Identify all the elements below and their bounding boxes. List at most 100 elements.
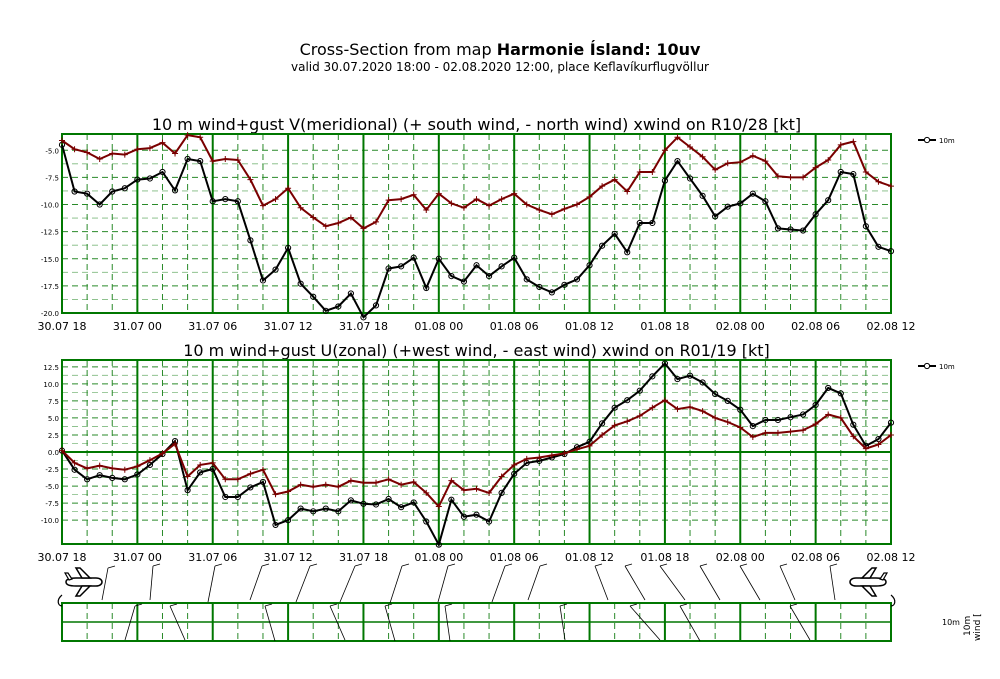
data-point (812, 401, 819, 409)
data-point (561, 450, 568, 457)
data-point (548, 289, 555, 296)
data-point (674, 134, 681, 141)
data-point (272, 196, 279, 203)
data-point (398, 196, 405, 203)
data-point (423, 518, 430, 525)
x-tick-label: 01.08 12 (565, 320, 614, 333)
data-point (84, 476, 91, 483)
wind-barb-tick (779, 563, 788, 567)
data-point (96, 462, 103, 469)
data-point (121, 466, 128, 473)
y-tick-label: 12.5 (43, 364, 59, 372)
wind-barb (779, 565, 796, 601)
data-point (96, 201, 103, 208)
wind-barb (829, 565, 836, 601)
data-point (247, 484, 254, 491)
data-point (347, 290, 354, 297)
wind-barb-tick (559, 603, 568, 607)
data-point (259, 202, 266, 209)
data-point (825, 411, 832, 418)
wind-barb (699, 565, 721, 601)
data-point (209, 459, 216, 466)
data-point (586, 193, 593, 200)
data-point (259, 277, 267, 284)
legend-label: 10m (939, 137, 955, 145)
data-point (134, 463, 141, 470)
data-point (385, 495, 392, 503)
x-tick-label: 01.08 12 (565, 551, 614, 564)
data-point (347, 214, 354, 221)
data-point (774, 416, 782, 424)
data-point (171, 187, 179, 194)
y-tick-label: -15.0 (41, 256, 59, 264)
data-point (410, 191, 417, 198)
data-point (850, 171, 857, 178)
wind-barb (207, 565, 216, 603)
wind-barb-tick (624, 563, 633, 567)
wind-barb-tick (444, 603, 453, 607)
y-tick-label: -7.5 (45, 174, 59, 182)
wind-barb-tick (261, 563, 270, 567)
x-tick-label: 02.08 12 (867, 551, 916, 564)
data-point (410, 254, 417, 261)
data-point (611, 422, 618, 429)
airplane-tail (879, 572, 889, 581)
data-point (649, 373, 656, 380)
data-point (234, 198, 241, 205)
data-point (511, 470, 518, 477)
data-point (435, 541, 442, 548)
airplane-icon (849, 567, 889, 597)
data-point (762, 198, 769, 205)
data-point (460, 487, 467, 494)
data-point (661, 147, 668, 154)
wind-barb-tick (679, 603, 688, 607)
data-point (536, 206, 543, 213)
airplane-ground-mark (57, 594, 63, 607)
data-point (423, 284, 430, 292)
data-point (699, 153, 706, 160)
wind-barb-tick (214, 563, 223, 567)
data-point (360, 314, 367, 321)
wind-barb (679, 605, 701, 642)
data-point (209, 465, 216, 473)
data-point (825, 384, 832, 392)
data-point (398, 481, 405, 488)
data-point (460, 513, 468, 520)
data-point (284, 244, 292, 252)
data-point (875, 243, 882, 250)
y-tick-label: 7.5 (48, 398, 59, 406)
data-point (548, 211, 555, 218)
wind-barb-tick (447, 563, 456, 567)
data-point (184, 132, 191, 139)
data-point (234, 157, 241, 164)
data-point (712, 390, 719, 398)
x-tick-label: 01.08 06 (490, 551, 539, 564)
x-tick-label: 01.08 18 (640, 320, 689, 333)
wind-barb-tick (504, 563, 513, 567)
data-point (435, 503, 442, 510)
data-point (335, 483, 342, 490)
data-point (737, 159, 744, 166)
data-point (561, 281, 568, 288)
data-point (523, 201, 530, 208)
data-point (134, 176, 141, 183)
data-point (121, 151, 128, 158)
data-point (335, 508, 342, 515)
chart-title: 10 m wind+gust V(meridional) (+ south wi… (152, 115, 801, 134)
chart-panel-1: 10 m wind+gust V(meridional) (+ south wi… (38, 115, 955, 333)
data-point (774, 173, 781, 180)
x-tick-label: 31.07 18 (339, 551, 388, 564)
data-point (862, 168, 869, 175)
data-point (272, 266, 279, 273)
wind-barb (437, 565, 449, 603)
series-line-2 (61, 134, 892, 230)
x-tick-label: 01.08 06 (490, 320, 539, 333)
data-point (372, 501, 380, 508)
data-point (398, 263, 405, 270)
data-point (888, 183, 894, 190)
data-point (799, 227, 807, 234)
data-point (247, 237, 254, 244)
wind-barb-tick (152, 563, 161, 567)
data-point (134, 146, 141, 153)
legend-label: 10m (939, 363, 955, 371)
